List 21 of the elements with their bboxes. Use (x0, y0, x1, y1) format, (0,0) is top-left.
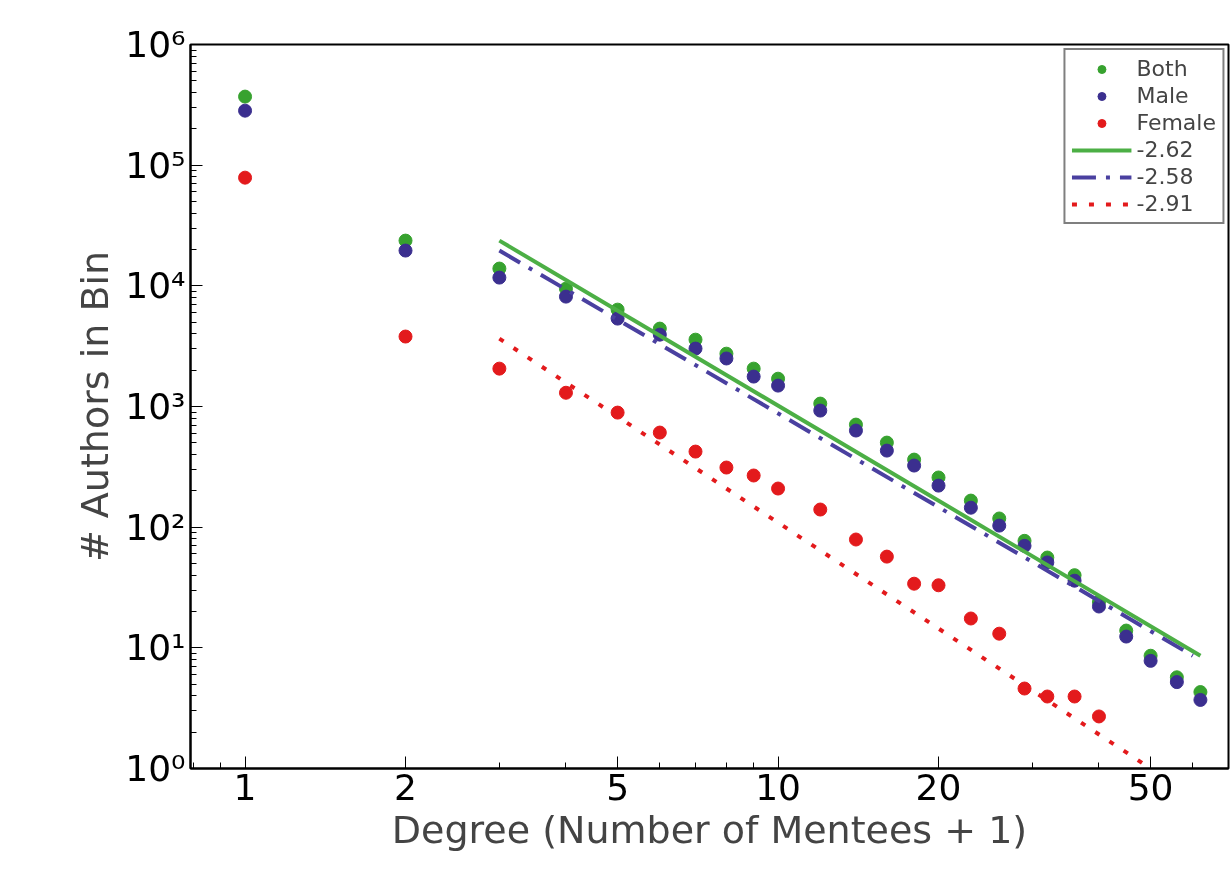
x-tick-label: 10 (755, 766, 801, 808)
y-tick-label: 10⁰ (125, 748, 186, 789)
legend-label: Both (1136, 56, 1188, 81)
legend-label: -2.58 (1136, 164, 1194, 189)
y-tick-label: 10⁵ (125, 144, 186, 186)
legend-label: Male (1136, 83, 1189, 108)
y-tick-label: 10² (125, 506, 186, 548)
y-tick-label: 10⁴ (125, 265, 186, 307)
legend-label: -2.62 (1136, 137, 1194, 162)
legend-label: Female (1136, 110, 1216, 135)
x-tick-label: 1 (233, 766, 257, 808)
legend-label: -2.91 (1136, 191, 1194, 216)
x-tick-label: 2 (394, 766, 417, 808)
y-tick-label: 10¹ (125, 627, 186, 669)
x-tick-label: 20 (915, 766, 962, 808)
x-tick-label: 50 (1127, 766, 1174, 808)
y-axis-title: # Authors in Bin (73, 250, 118, 563)
y-tick-label: 10⁶ (125, 24, 186, 65)
x-axis-title: Degree (Number of Mentees + 1) (391, 807, 1028, 852)
x-tick-label: 5 (606, 766, 630, 808)
y-tick-label: 10³ (125, 386, 186, 427)
